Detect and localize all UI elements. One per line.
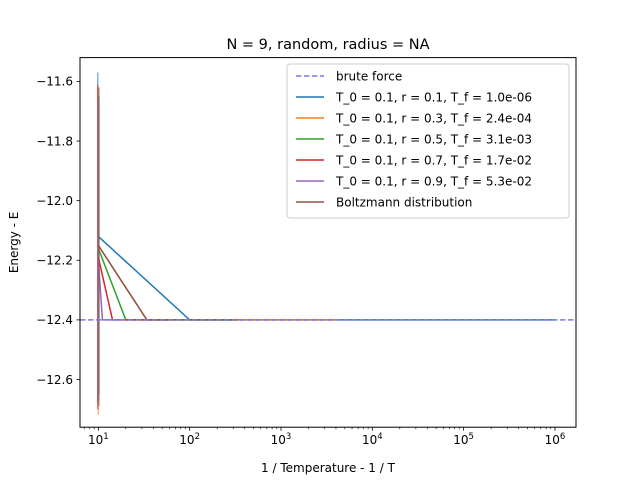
legend-label-3: T_0 = 0.1, r = 0.3, T_f = 2.4e-04 — [335, 111, 532, 125]
legend-box — [286, 63, 570, 219]
legend-label-7: Boltzmann distribution — [336, 195, 472, 209]
series-line-1 — [97, 235, 555, 321]
x-tick-label-6: 106 — [545, 432, 566, 447]
y-tick-label-4: −12.2 — [36, 254, 73, 268]
x-axis-label: 1 / Temperature - 1 / T — [261, 461, 396, 475]
y-tick-label-5: −12.4 — [36, 313, 73, 327]
x-tick-label-1: 101 — [88, 432, 109, 447]
y-tick-label-6: −12.6 — [36, 373, 73, 387]
x-tick-label-4: 104 — [362, 432, 383, 447]
series-line-4 — [97, 257, 169, 321]
y-tick-label-2: −11.8 — [36, 134, 73, 148]
series-line-3 — [97, 248, 236, 321]
legend-label-5: T_0 = 0.1, r = 0.7, T_f = 1.7e-02 — [335, 153, 532, 167]
axes-layer: 101 102 103 104 105 106 −11.6 −11.8 −12.0 −12.2 −1… — [36, 75, 565, 447]
legend-label-2: T_0 = 0.1, r = 0.1, T_f = 1.0e-06 — [335, 90, 532, 104]
y-tick-label-1: −11.6 — [36, 75, 73, 89]
series-layer — [80, 72, 576, 416]
legend: brute force T_0 = 0.1, r = 0.1, T_f = 1.0… — [286, 63, 570, 219]
legend-label-4: T_0 = 0.1, r = 0.5, T_f = 3.1e-03 — [335, 132, 532, 146]
y-axis-label: Energy - E — [7, 212, 21, 274]
x-tick-label-3: 103 — [271, 432, 292, 447]
chart-title: N = 9, random, radius = NA — [226, 37, 429, 53]
series-line-2 — [97, 244, 338, 321]
x-tick-label-5: 105 — [453, 432, 474, 447]
legend-label-1: brute force — [336, 69, 402, 83]
x-tick-label-2: 102 — [179, 432, 200, 447]
legend-label-6: T_0 = 0.1, r = 0.9, T_f = 5.3e-02 — [335, 174, 532, 188]
plot-frame — [79, 57, 577, 428]
y-tick-label-3: −12.0 — [36, 194, 73, 208]
